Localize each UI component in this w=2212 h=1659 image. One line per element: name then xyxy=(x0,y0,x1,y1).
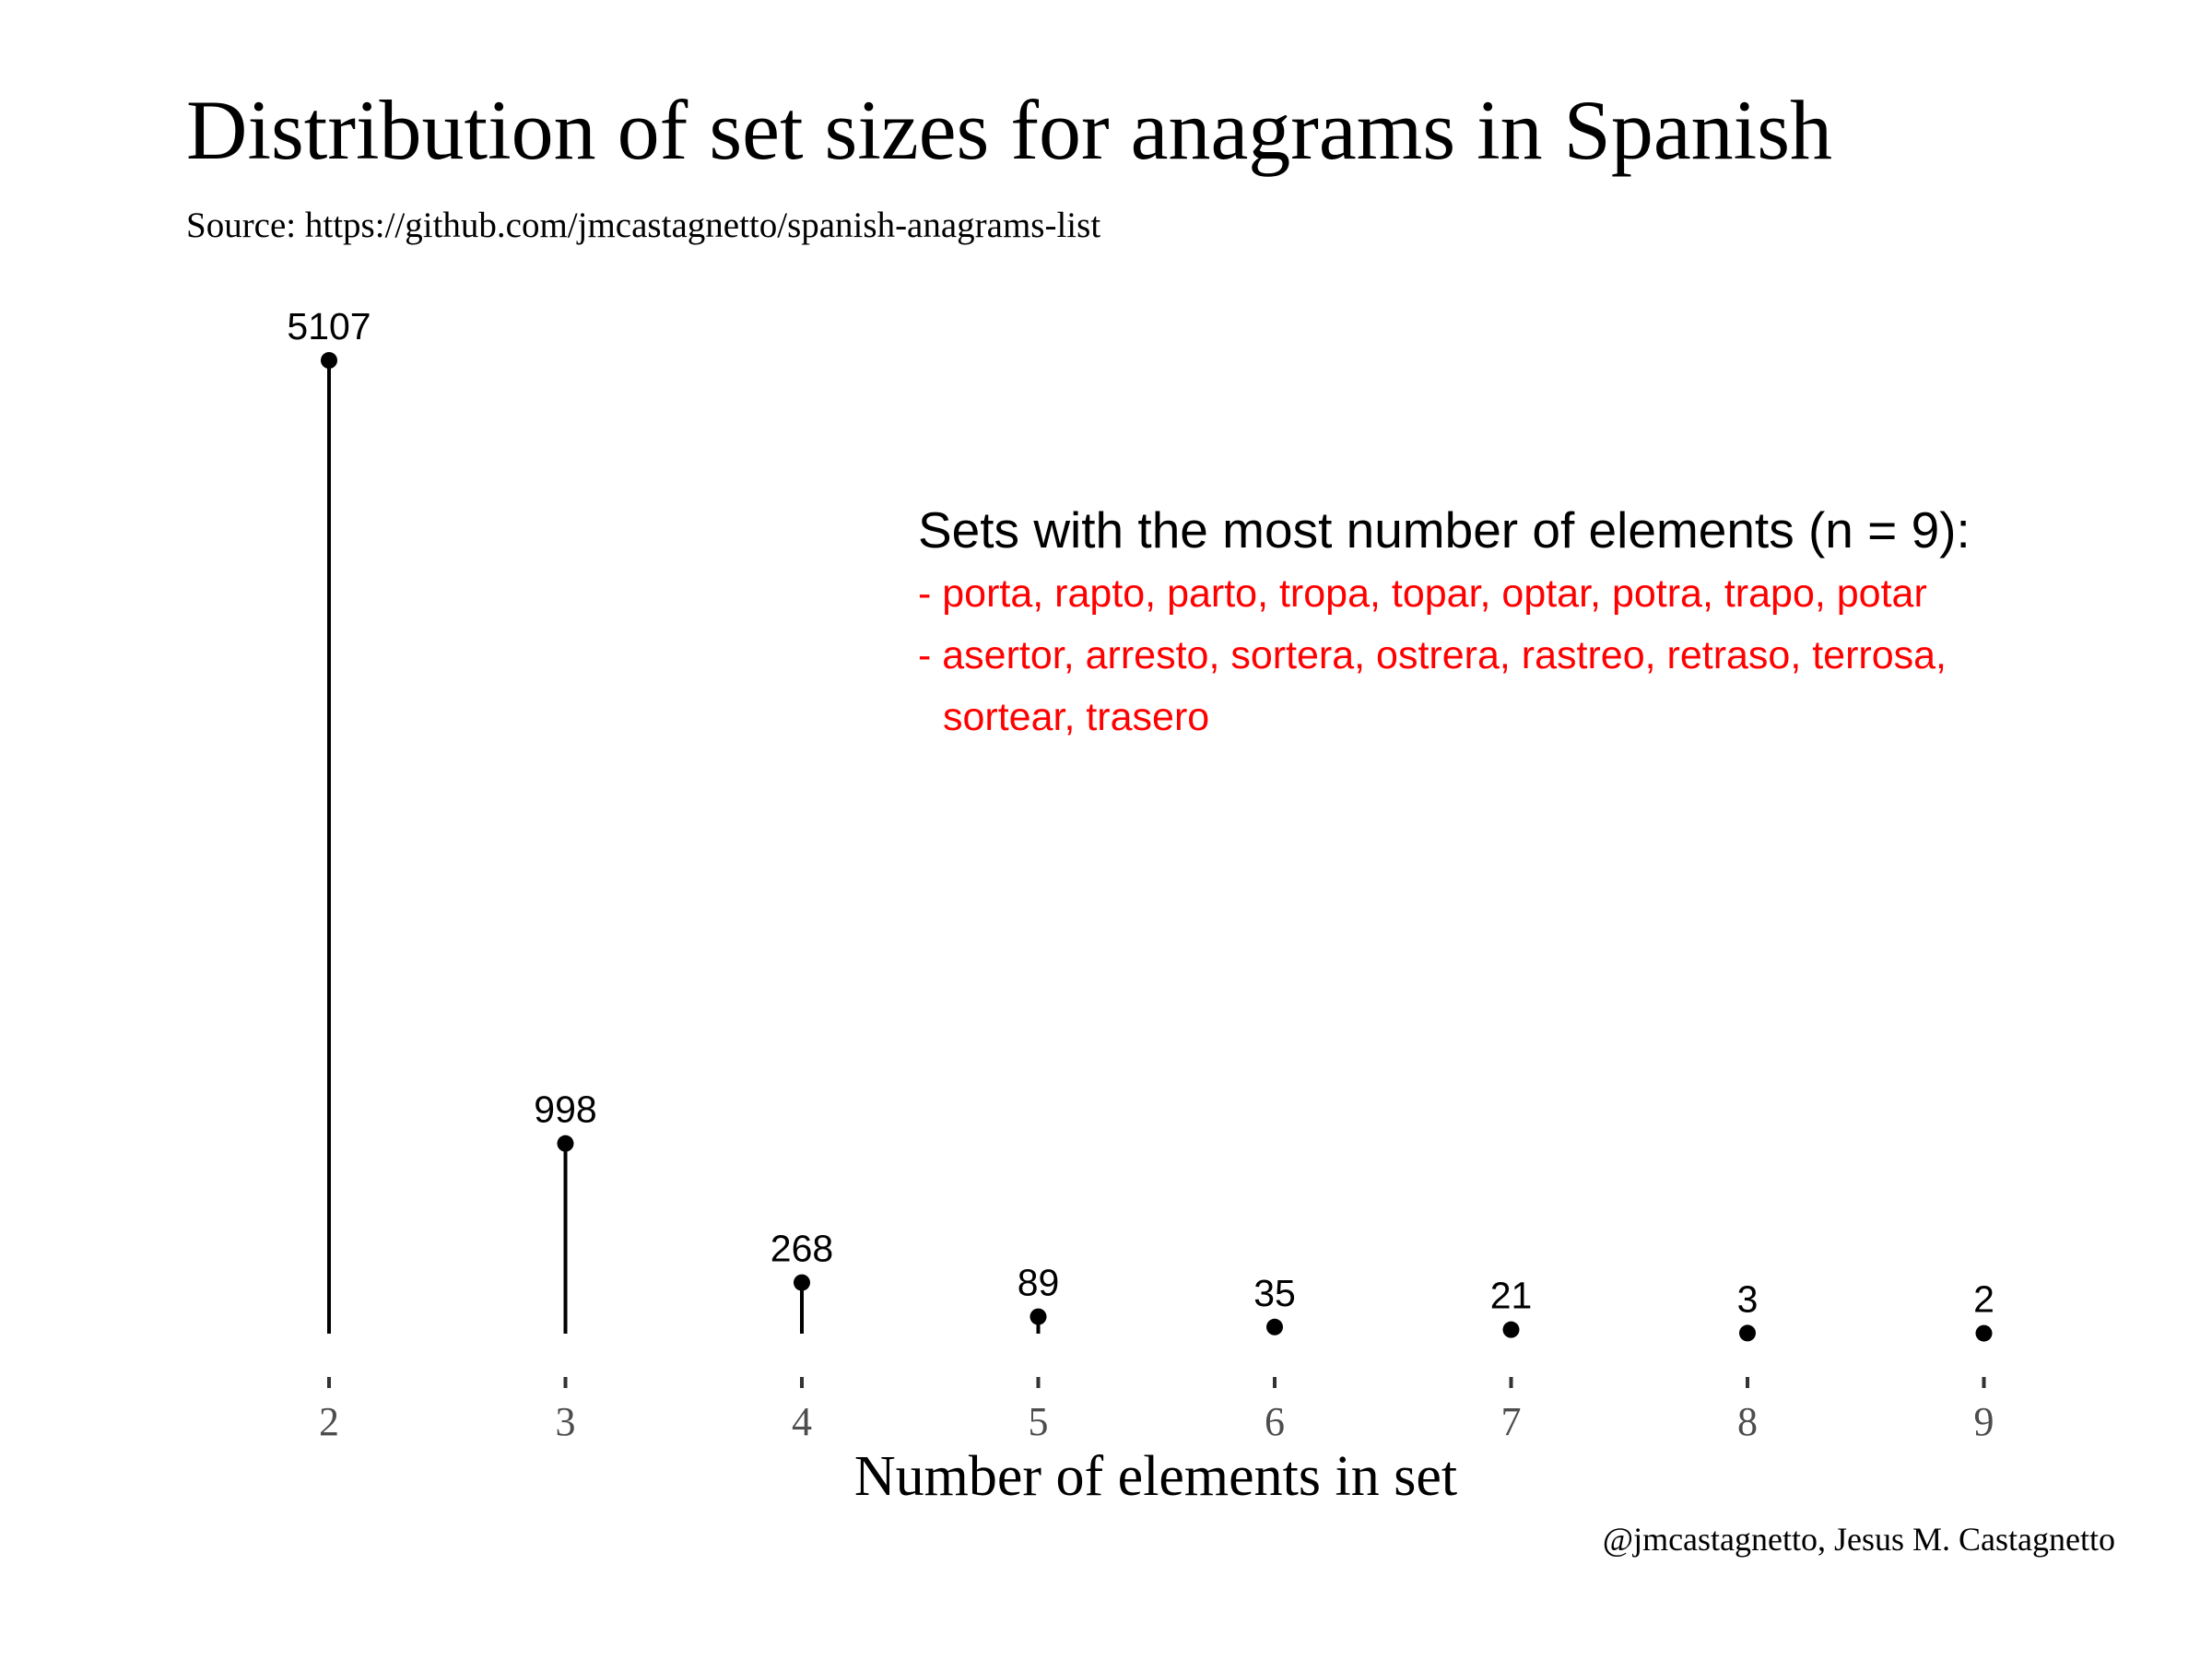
annotation-set-2-line-1: - asertor, arresto, sortera, ostrera, ra… xyxy=(918,633,1947,677)
lollipop-point-6 xyxy=(1266,1318,1283,1335)
x-tick-label-7: 7 xyxy=(1501,1399,1522,1444)
x-tick-label-6: 6 xyxy=(1265,1399,1285,1444)
annotation-set-2-line-2: sortear, trasero xyxy=(943,695,1210,739)
lollipop-point-4 xyxy=(794,1274,810,1291)
lollipop-point-5 xyxy=(1030,1308,1047,1325)
lollipop-point-3 xyxy=(557,1135,574,1152)
annotation-heading: Sets with the most number of elements (n… xyxy=(918,501,1971,559)
value-label-3: 998 xyxy=(534,1088,596,1131)
value-label-6: 35 xyxy=(1253,1272,1296,1314)
x-tick-label-4: 4 xyxy=(792,1399,812,1444)
x-tick-label-5: 5 xyxy=(1029,1399,1049,1444)
chart-subtitle: Source: https://github.com/jmcastagnetto… xyxy=(186,206,1101,245)
annotation-set-1-line-1: - porta, rapto, parto, tropa, topar, opt… xyxy=(918,571,1927,616)
value-label-7: 21 xyxy=(1490,1275,1533,1317)
lollipop-point-8 xyxy=(1739,1324,1756,1342)
x-tick-label-9: 9 xyxy=(1974,1399,1994,1444)
value-label-9: 2 xyxy=(1973,1278,1994,1321)
x-axis-title: Number of elements in set xyxy=(854,1445,1457,1508)
value-label-4: 268 xyxy=(771,1228,833,1270)
x-tick-label-2: 2 xyxy=(319,1399,339,1444)
chart-caption: @jmcastagnetto, Jesus M. Castagnetto xyxy=(1602,1521,2115,1558)
x-tick-label-3: 3 xyxy=(556,1399,576,1444)
value-label-5: 89 xyxy=(1018,1262,1060,1304)
value-label-2: 5107 xyxy=(287,305,371,347)
value-label-8: 3 xyxy=(1737,1277,1759,1320)
annotation-box: Sets with the most number of elements (n… xyxy=(918,505,1971,748)
x-tick-label-8: 8 xyxy=(1737,1399,1758,1444)
chart-marks: 5107 2 998 3 268 4 89 5 35 6 21 7 3 8 2 9 xyxy=(287,305,1994,1444)
lollipop-point-2 xyxy=(321,352,337,369)
lollipop-point-7 xyxy=(1502,1321,1520,1338)
lollipop-point-9 xyxy=(1975,1324,1993,1342)
chart-title: Distribution of set sizes for anagrams i… xyxy=(186,83,1833,177)
